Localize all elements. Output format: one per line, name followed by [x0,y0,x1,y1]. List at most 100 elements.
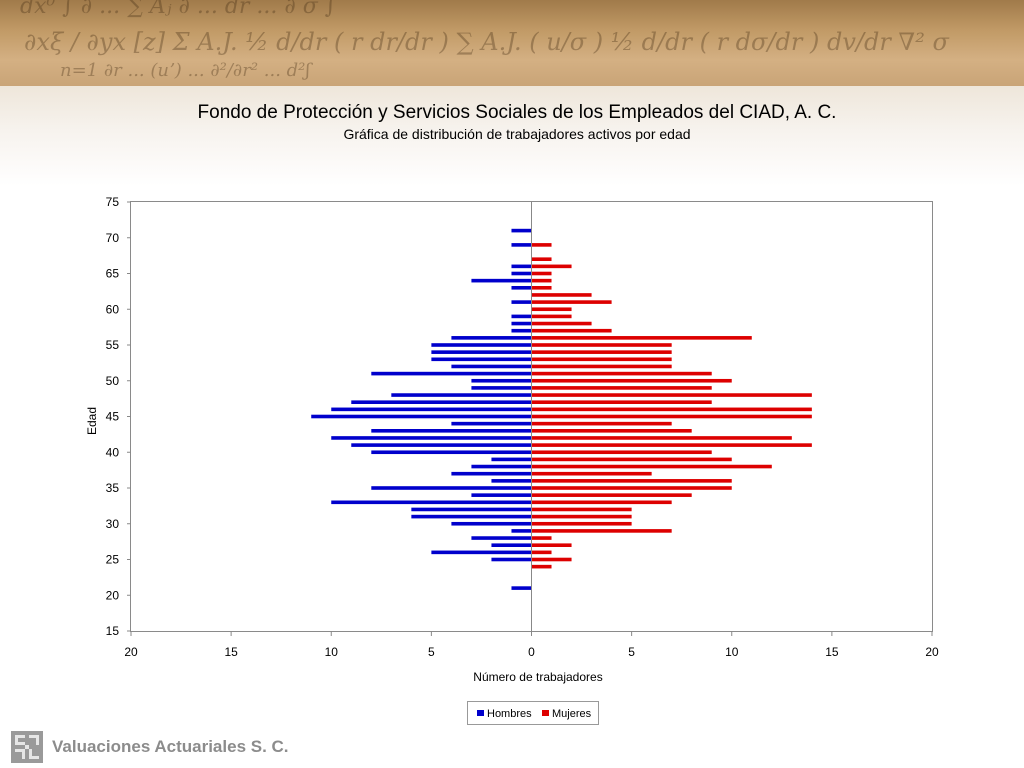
bar-hombres-age-25 [491,557,532,562]
bar-mujeres-age-45 [531,414,812,419]
legend-label-hombres: Hombres [487,708,532,720]
header-banner: dx⁰ ∫ ∂ ... ∑ Aⱼ ∂ ... dr ... ∂ σ ∫ ∂xξ … [0,0,1024,86]
y-tick-label: 30 [106,517,120,531]
x-tick-label: 10 [325,645,339,659]
bar-hombres-age-41 [351,443,532,447]
bar-hombres-age-42 [331,436,532,440]
x-tick-label: 15 [825,645,839,659]
bar-mujeres-age-58 [531,321,592,326]
bar-mujeres-age-66 [531,264,572,269]
bar-hombres-age-21 [511,586,532,590]
bar-hombres-age-43 [371,429,532,433]
bar-mujeres-age-37 [531,471,652,476]
bar-hombres-age-44 [451,421,532,426]
bar-mujeres-age-65 [531,271,552,276]
bar-hombres-age-66 [511,264,532,269]
bar-mujeres-age-55 [531,343,672,347]
bar-mujeres-age-29 [531,529,672,533]
legend: Hombres Mujeres [467,701,599,725]
bar-mujeres-age-50 [531,378,732,383]
bar-mujeres-age-41 [531,443,812,447]
bar-mujeres-age-46 [531,407,812,412]
bar-hombres-age-48 [391,393,532,397]
y-tick-label: 20 [106,588,120,602]
bar-hombres-age-61 [511,300,532,304]
y-axis-label: Edad [85,407,99,435]
legend-box [467,701,599,725]
bar-hombres-age-47 [351,400,532,404]
y-tick-label: 75 [106,195,120,209]
bar-mujeres-age-35 [531,486,732,490]
bar-hombres-age-59 [511,314,532,319]
bar-mujeres-age-32 [531,507,632,512]
x-tick-label: 20 [124,645,138,659]
y-tick-label: 15 [106,624,120,638]
footer-company-name: Valuaciones Actuariales S. C. [52,737,289,756]
bar-mujeres-age-64 [531,278,552,283]
bar-mujeres-age-48 [531,393,812,397]
header-fade [0,86,1024,186]
bar-mujeres-age-28 [531,536,552,540]
x-tick-label: 15 [224,645,238,659]
bar-hombres-age-40 [371,450,532,455]
legend-label-mujeres: Mujeres [552,708,592,720]
y-tick-label: 40 [106,445,120,459]
bar-mujeres-age-27 [531,543,572,547]
bar-hombres-age-50 [471,378,532,383]
y-tick-label: 35 [106,481,120,495]
bar-hombres-age-56 [451,336,532,340]
page-title: Fondo de Protección y Servicios Sociales… [197,102,837,123]
bar-hombres-age-69 [511,243,532,247]
x-tick-label: 10 [725,645,739,659]
bar-mujeres-age-47 [531,400,712,404]
bar-mujeres-age-30 [531,521,632,526]
legend-swatch-hombres [477,710,484,716]
y-tick-label: 45 [106,410,120,424]
bar-mujeres-age-61 [531,300,612,304]
bar-hombres-age-57 [511,328,532,333]
bar-hombres-age-54 [431,350,532,354]
bar-mujeres-age-51 [531,371,712,376]
bar-mujeres-age-60 [531,307,572,312]
bar-mujeres-age-54 [531,350,672,354]
bar-hombres-age-55 [431,343,532,347]
bar-hombres-age-39 [491,457,532,462]
bar-hombres-age-30 [451,521,532,526]
banner-decoration: n=1 ∂r ... (uʼ) ... ∂²/∂r² ... d²ʃ [60,60,311,81]
y-tick-label: 25 [106,553,120,567]
bar-hombres-age-36 [491,479,532,483]
bar-mujeres-age-26 [531,550,552,555]
bar-hombres-age-34 [471,493,532,497]
bar-hombres-age-29 [511,529,532,533]
bar-mujeres-age-53 [531,357,672,362]
y-tick-label: 50 [106,374,120,388]
x-tick-label: 5 [428,645,435,659]
y-tick-label: 65 [106,267,120,281]
bar-hombres-age-64 [471,278,532,283]
bar-hombres-age-58 [511,321,532,326]
bar-mujeres-age-67 [531,257,552,261]
bar-mujeres-age-42 [531,436,792,440]
bar-mujeres-age-69 [531,243,552,247]
bar-hombres-age-26 [431,550,532,555]
y-tick-label: 70 [106,231,120,245]
bar-hombres-age-38 [471,464,532,469]
bar-mujeres-age-56 [531,336,752,340]
bar-hombres-age-65 [511,271,532,276]
legend-swatch-mujeres [542,710,549,716]
bar-hombres-age-53 [431,357,532,362]
bar-mujeres-age-62 [531,293,592,297]
bar-mujeres-age-33 [531,500,672,505]
y-tick-label: 60 [106,302,120,316]
bar-mujeres-age-40 [531,450,712,455]
bar-mujeres-age-59 [531,314,572,319]
y-tick-label: 55 [106,338,120,352]
bar-mujeres-age-34 [531,493,692,497]
bar-mujeres-age-36 [531,479,732,483]
bar-mujeres-age-39 [531,457,732,462]
bar-hombres-age-27 [491,543,532,547]
bar-mujeres-age-63 [531,286,552,290]
bar-hombres-age-46 [331,407,532,412]
bar-mujeres-age-49 [531,386,712,390]
